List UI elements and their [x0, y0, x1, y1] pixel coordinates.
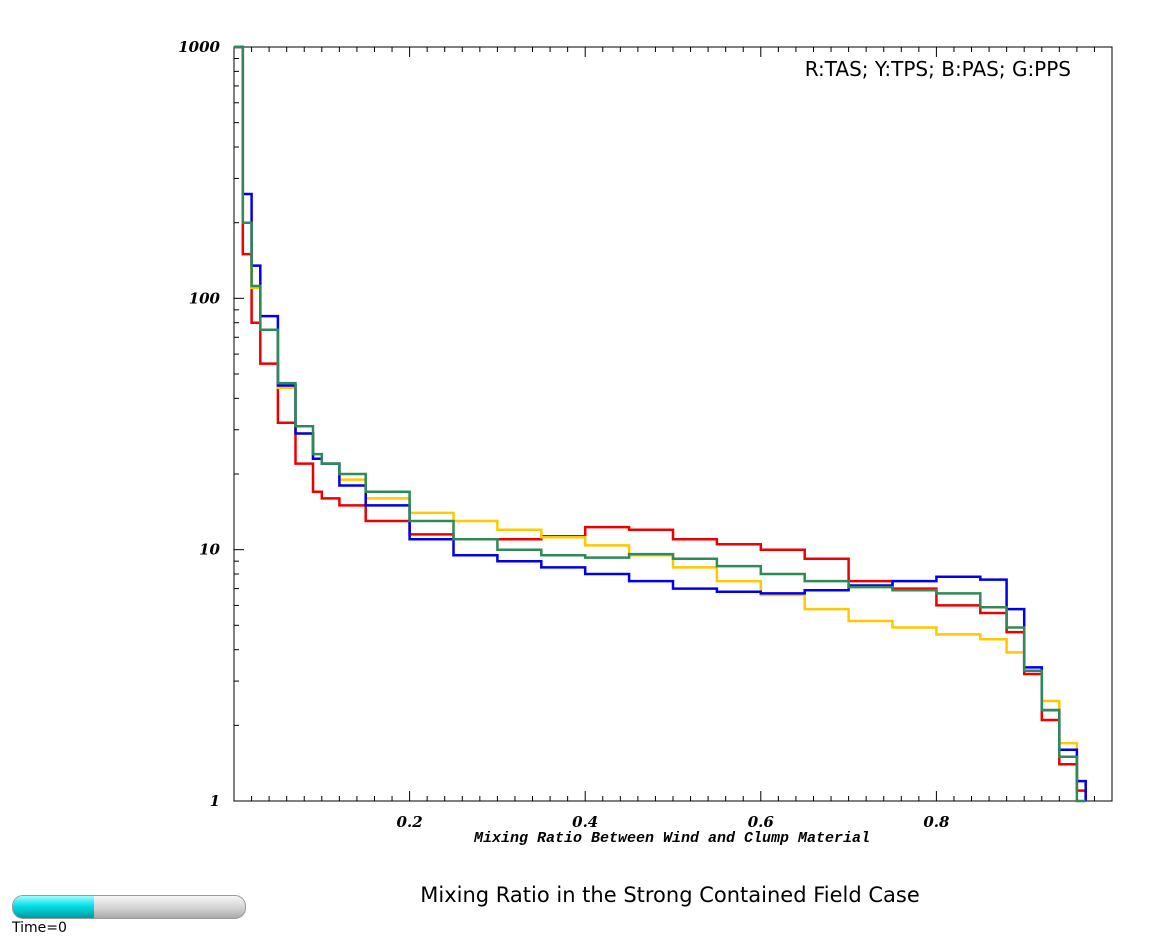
plot-frame [233, 46, 1113, 802]
time-label: Time=0 [12, 920, 67, 936]
y-tick-label: 100 [189, 289, 221, 307]
x-tick-label: 0.4 [572, 813, 598, 831]
y-tick-label: 1000 [178, 38, 220, 56]
chart-title: Mixing Ratio in the Strong Contained Fie… [420, 883, 920, 907]
series-G-line [234, 45, 1086, 803]
series-R-line [234, 45, 1087, 801]
time-slider[interactable] [12, 895, 246, 919]
series-B-line [234, 45, 1087, 801]
legend-text: R:TAS; Y:TPS; B:PAS; G:PPS [805, 57, 1071, 81]
y-tick-label: 1 [210, 792, 220, 810]
y-tick-label: 10 [199, 541, 220, 559]
plot-area: 0.2 0.4 0.6 0.8 1 10 100 1000 [178, 38, 1113, 831]
series-Y-line [234, 45, 1087, 801]
x-tick-label: 0.6 [748, 813, 775, 831]
x-tick-label: 0.2 [397, 813, 423, 831]
time-slider-fill [13, 896, 95, 918]
x-tick-label: 0.8 [923, 813, 950, 831]
x-axis-title: Mixing Ratio Between Wind and Clump Mate… [473, 830, 870, 847]
